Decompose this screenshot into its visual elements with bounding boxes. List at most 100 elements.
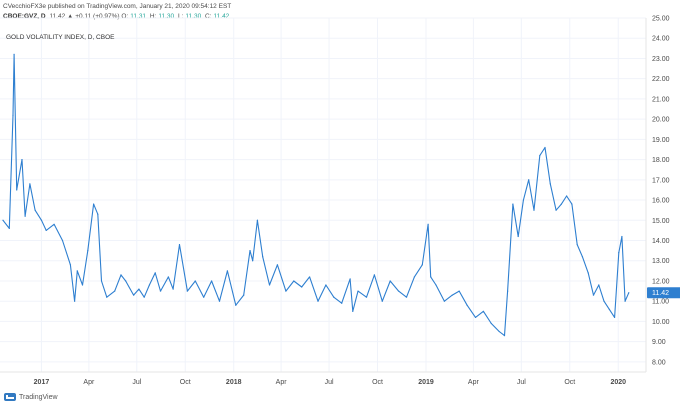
x-tick-label: Oct — [564, 379, 575, 386]
x-tick-label: 2019 — [418, 379, 434, 386]
data-point — [143, 296, 145, 298]
y-tick-label: 11.00 — [652, 299, 669, 306]
data-point — [61, 239, 64, 242]
x-tick-label: 2017 — [34, 379, 50, 386]
y-tick-label: 23.00 — [652, 56, 670, 63]
y-tick-label: 13.00 — [652, 258, 670, 265]
last-value-text: 11.42 — [652, 290, 669, 297]
data-point — [203, 296, 205, 298]
data-point — [624, 300, 626, 302]
data-point — [458, 290, 460, 292]
y-tick-label: 21.00 — [652, 96, 670, 103]
x-tick-label: Jul — [517, 379, 526, 386]
data-point — [256, 219, 259, 221]
data-point — [544, 146, 546, 149]
data-point — [352, 310, 354, 312]
y-tick-label: 20.00 — [652, 117, 670, 124]
data-point — [466, 304, 468, 306]
data-point — [12, 114, 14, 116]
data-point — [349, 278, 351, 280]
data-point — [427, 223, 429, 225]
x-tick-label: Apr — [468, 379, 480, 386]
data-point — [413, 276, 415, 278]
data-point — [243, 294, 245, 296]
publish-info: CVecchioFX3e published on TradingView.co… — [3, 3, 232, 10]
data-point — [389, 280, 391, 282]
data-point — [571, 203, 573, 205]
x-tick-label: Apr — [83, 379, 95, 386]
data-point — [53, 223, 55, 225]
last-value-label: 11.42 — [647, 287, 680, 299]
data-point — [435, 284, 437, 286]
time-axis[interactable]: 2017 Apr Jul Oct 2018 Apr Jul Oct 2019 Apr Jul Oct 2… — [34, 379, 626, 386]
data-point — [533, 209, 535, 211]
y-tick-label: 15.00 — [652, 218, 670, 225]
x-tick-label: Apr — [276, 379, 288, 386]
data-point — [381, 300, 383, 302]
y-tick-label: 9.00 — [652, 339, 666, 346]
ohlc-legend: CBOE:GVZ, D 11.42 ▲ +0.11 (+0.97%) O: 11.… — [3, 12, 620, 22]
data-point — [13, 53, 15, 56]
data-point — [276, 264, 279, 266]
data-point — [178, 243, 181, 246]
y-tick-label: 17.00 — [652, 177, 670, 184]
tradingview-logo-icon — [4, 393, 16, 401]
data-point — [16, 189, 18, 191]
symbol-label: CBOE:GVZ, D — [3, 13, 46, 20]
data-point — [97, 213, 99, 215]
data-point — [29, 183, 31, 185]
chart-header: CVecchioFX3e published on TradingView.co… — [3, 2, 620, 22]
low-value: 11.30 — [185, 13, 202, 20]
data-point — [628, 292, 630, 294]
data-point — [507, 290, 509, 292]
data-point — [421, 264, 423, 266]
last-value-badge — [647, 287, 680, 299]
y-tick-label: 12.00 — [652, 278, 670, 285]
grid — [0, 17, 646, 372]
series-line — [2, 53, 630, 337]
data-point — [549, 183, 551, 185]
data-point — [87, 250, 89, 252]
data-point — [613, 316, 616, 318]
data-point — [249, 250, 251, 252]
data-point — [125, 280, 127, 282]
data-point — [474, 316, 477, 318]
data-point — [148, 284, 151, 286]
ohlc-text: 11.42 ▲ +0.11 (+0.97%) O: — [49, 13, 129, 20]
data-point — [24, 215, 26, 217]
data-point — [34, 209, 36, 211]
data-point — [512, 203, 514, 205]
data-point — [317, 300, 319, 302]
data-point — [555, 209, 557, 211]
close-value: 11.42 — [213, 13, 230, 20]
data-point — [566, 195, 568, 197]
data-point — [325, 284, 327, 286]
data-point — [301, 286, 303, 288]
data-point — [517, 235, 519, 238]
data-point — [498, 330, 500, 333]
data-point — [210, 280, 213, 282]
tradingview-footer[interactable]: TradingView — [4, 393, 58, 401]
data-point — [341, 302, 343, 304]
data-point — [603, 300, 605, 302]
data-point — [357, 290, 359, 292]
data-point — [252, 260, 254, 262]
data-point — [621, 235, 623, 238]
data-point — [74, 300, 76, 302]
data-point — [106, 296, 108, 298]
data-point — [167, 276, 169, 278]
y-tick-label: 25.00 — [652, 16, 670, 23]
x-tick-label: Oct — [372, 379, 383, 386]
data-point — [451, 294, 453, 296]
price-axis[interactable]: 8.00 9.00 10.00 11.00 12.00 13.00 14.00 15.00 16… — [652, 16, 670, 367]
y-tick-label: 18.00 — [652, 157, 670, 164]
data-point — [40, 219, 43, 221]
x-tick-label: Jul — [132, 379, 141, 386]
data-point — [133, 294, 135, 296]
data-point — [76, 270, 78, 272]
data-point — [539, 154, 541, 157]
data-point — [528, 179, 530, 181]
data-point — [186, 290, 188, 292]
x-tick-label: 2020 — [610, 379, 626, 386]
